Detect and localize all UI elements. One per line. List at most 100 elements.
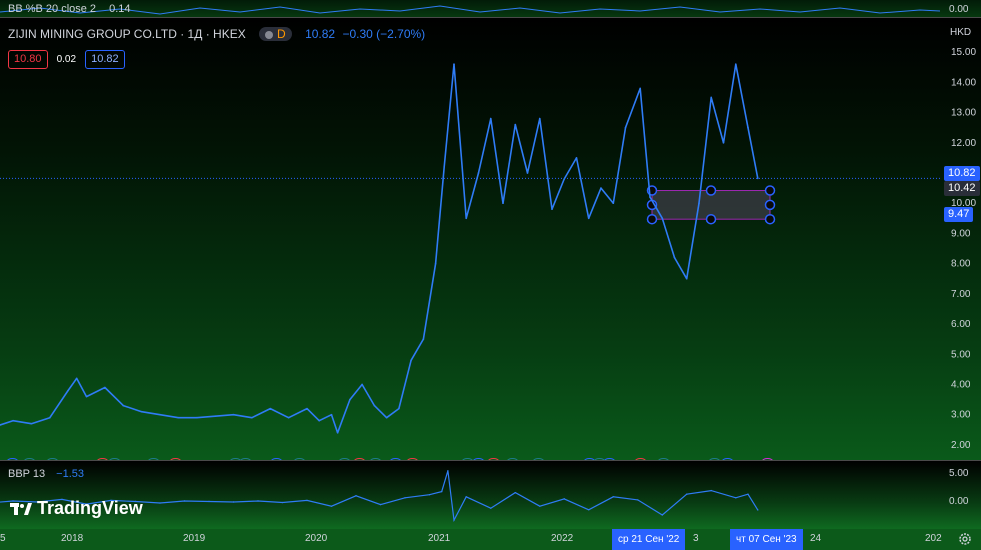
price-point xyxy=(453,63,455,66)
interval-badge[interactable]: D xyxy=(259,27,292,41)
bbp-point xyxy=(306,499,308,502)
price-point xyxy=(318,419,321,422)
bbp-point xyxy=(85,503,88,505)
price-point xyxy=(306,407,308,410)
rectangle-handle[interactable] xyxy=(764,199,776,211)
bbp-point xyxy=(12,500,14,502)
bbp-point xyxy=(539,505,541,507)
price-point xyxy=(443,166,446,168)
bbp-point xyxy=(36,501,39,503)
price-point xyxy=(722,141,725,144)
price-point xyxy=(361,383,363,386)
price-point xyxy=(269,407,272,410)
rectangle-handle[interactable] xyxy=(764,185,776,196)
bbp-point xyxy=(110,499,112,502)
price-point xyxy=(514,123,517,126)
y-tick-label: 15.00 xyxy=(951,47,976,58)
x-label: 24 xyxy=(810,533,822,544)
price-point xyxy=(673,256,676,259)
price-point xyxy=(587,217,590,220)
price-point xyxy=(477,172,480,174)
crosshair-date-right: чт 07 Сен '23 xyxy=(730,529,803,550)
bbp-legend[interactable]: BBP 13 −1.53 xyxy=(8,468,84,480)
price-pane[interactable]: 2.003.004.005.006.007.008.009.0010.0011.… xyxy=(0,18,981,461)
y-tick-label: 12.00 xyxy=(951,138,976,149)
bbp-series-line[interactable] xyxy=(0,470,759,523)
rectangle-handle[interactable] xyxy=(705,213,717,225)
price-point xyxy=(30,422,33,425)
x-label: 2019 xyxy=(183,533,206,544)
price-point xyxy=(649,196,651,198)
x-label: 2021 xyxy=(428,533,451,544)
symbol-title: ZIJIN MINING GROUP CO.LTD · 1Д · HKEX xyxy=(8,27,246,41)
spread-value: 0.02 xyxy=(56,54,77,65)
price-point xyxy=(122,404,125,407)
symbol-legend[interactable]: ZIJIN MINING GROUP CO.LTD · 1Д · HKEX D … xyxy=(8,27,425,41)
price-point xyxy=(330,413,333,416)
price-point xyxy=(410,359,412,362)
price-point xyxy=(232,413,235,416)
price-point xyxy=(177,416,180,419)
time-axis[interactable]: 5 2018 2019 2020 2021 2022 ср 21 Сен '22… xyxy=(0,529,981,550)
bb-percent-b-pane[interactable]: BB %B 20 close 2 0.14 0.00 xyxy=(0,0,981,18)
crosshair-date-left: ср 21 Сен '22 xyxy=(612,529,686,550)
bb-percent-b-line xyxy=(0,5,941,15)
bbp-point xyxy=(447,470,449,472)
y-tick-label: 13.00 xyxy=(951,108,976,119)
rectangle-handle[interactable] xyxy=(764,213,776,225)
price-point xyxy=(600,187,602,189)
bbp-point xyxy=(281,501,284,504)
bbp-point xyxy=(465,496,467,498)
rectangle-handle[interactable] xyxy=(646,213,658,225)
x-label: 2020 xyxy=(305,533,328,544)
x-label: 2018 xyxy=(61,533,84,544)
rectangle-handle[interactable] xyxy=(705,185,717,196)
price-point xyxy=(575,157,578,159)
interval-badge-label: D xyxy=(277,27,286,41)
y-tick-label: 9.00 xyxy=(951,228,971,239)
price-point xyxy=(551,208,553,211)
bbp-point xyxy=(563,498,565,500)
bbp-point xyxy=(661,514,663,516)
bbp-point xyxy=(330,505,333,507)
bbp-point xyxy=(735,497,737,499)
tradingview-logo-icon xyxy=(10,503,32,515)
price-point xyxy=(140,410,143,413)
price-series-line[interactable] xyxy=(0,63,759,434)
x-label: 2022 xyxy=(551,533,574,544)
ask-price[interactable]: 10.82 xyxy=(85,50,125,69)
price-point xyxy=(624,126,627,129)
bbp-point xyxy=(232,501,235,503)
bbp-point xyxy=(490,507,492,509)
bbp-point xyxy=(61,498,63,501)
bb-percent-b-legend[interactable]: BB %B 20 close 2 0.14 xyxy=(8,3,131,15)
price-point xyxy=(639,87,641,90)
bbp-chart[interactable] xyxy=(0,461,981,529)
y-tick-label: 14.00 xyxy=(951,77,976,88)
bid-price[interactable]: 10.80 xyxy=(8,50,48,69)
price-point xyxy=(612,202,615,204)
price-chart[interactable]: 2.003.004.005.006.007.008.009.0010.0011.… xyxy=(0,18,981,460)
currency-label: HKD xyxy=(950,27,972,38)
price-point xyxy=(398,407,400,410)
price-point xyxy=(67,389,69,392)
bbp-point xyxy=(441,490,443,493)
bbp-pane[interactable]: BBP 13 −1.53 5.00 0.00 TradingView xyxy=(0,461,981,529)
price-point xyxy=(422,338,425,340)
price-point xyxy=(85,395,88,398)
x-label: 3 xyxy=(693,533,699,544)
price-point xyxy=(710,96,713,99)
price-point xyxy=(75,377,78,380)
bbp-point xyxy=(379,503,382,506)
price-point xyxy=(526,172,529,174)
bbp-point xyxy=(208,500,210,503)
tradingview-logo[interactable]: TradingView xyxy=(10,498,143,519)
price-point xyxy=(214,415,216,417)
y-tick-label: 6.00 xyxy=(951,319,971,330)
settings-gear-icon[interactable] xyxy=(958,532,972,546)
bid-ask-row: 10.80 0.02 10.82 xyxy=(8,50,125,69)
bbp-point xyxy=(588,509,590,511)
bb-percent-b-label: BB %B 20 close 2 xyxy=(8,3,97,15)
price-change: −0.30 (−2.70%) xyxy=(342,27,426,41)
status-dot-icon xyxy=(265,30,274,39)
